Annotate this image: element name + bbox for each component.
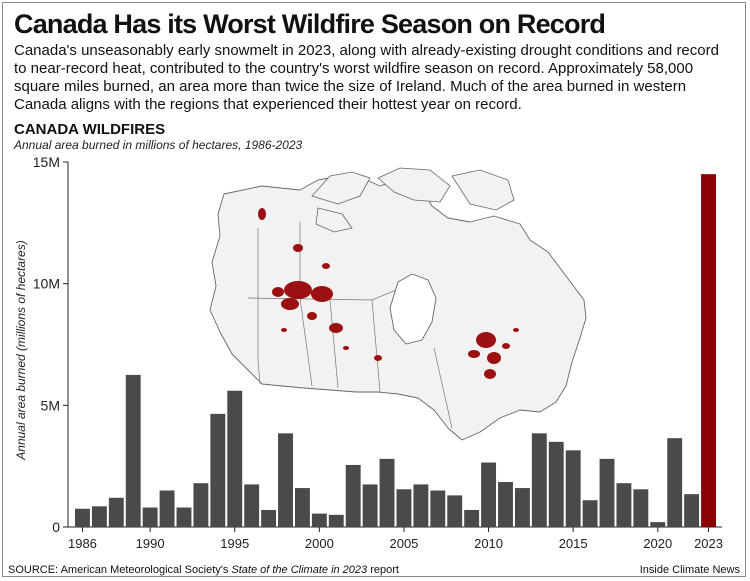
bar-1986 — [75, 508, 90, 527]
fire-perimeters — [258, 208, 519, 379]
dek-paragraph: Canada's unseasonably early snowmelt in … — [14, 42, 719, 113]
credit: Inside Climate News — [639, 564, 740, 576]
bar-1988 — [108, 497, 124, 527]
bar-2018 — [616, 483, 632, 527]
bar-1992 — [176, 507, 192, 527]
bar-2017 — [599, 458, 615, 527]
x-tick-label: 2023 — [694, 536, 723, 551]
source-suffix: report — [367, 564, 399, 576]
bar-2019 — [633, 489, 649, 527]
bar-2005 — [396, 489, 412, 527]
bar-2001 — [328, 514, 344, 527]
bar-1997 — [261, 509, 277, 527]
bar-1989 — [125, 374, 141, 527]
x-tick-label: 2020 — [643, 536, 672, 551]
x-ticks: 1986 1990 1995 2000 2005 2010 2015 2020 2023 — [68, 527, 723, 551]
bar-2021 — [667, 438, 683, 527]
y-axis-label: Annual area burned (millions of hectares… — [14, 240, 28, 460]
bars — [75, 174, 716, 528]
y-tick-label: 15M — [33, 154, 60, 170]
chart-subtitle: Annual area burned in millions of hectar… — [14, 138, 303, 152]
x-tick-label: 1986 — [68, 536, 97, 551]
bar-2002 — [345, 464, 361, 527]
chart-title: CANADA WILDFIRES — [14, 121, 166, 138]
x-tick-label: 2015 — [559, 536, 588, 551]
headline: Canada Has its Worst Wildfire Season on … — [14, 9, 606, 39]
y-tick-label: 5M — [41, 397, 60, 413]
bar-1999 — [294, 488, 310, 527]
source-report-title: State of the Climate in 2023 — [231, 564, 368, 576]
bar-2015 — [565, 450, 581, 527]
bar-2022 — [684, 494, 700, 527]
bar-2004 — [379, 458, 395, 527]
bar-2008 — [447, 495, 463, 527]
bar-2014 — [548, 441, 564, 527]
bar-2012 — [514, 488, 530, 527]
bar-2006 — [413, 484, 429, 527]
bar-1993 — [193, 483, 209, 527]
hudson-bay — [389, 273, 437, 345]
bar-1991 — [159, 490, 175, 527]
x-tick-label: 1995 — [220, 536, 249, 551]
x-tick-label: 1990 — [136, 536, 165, 551]
bar-2023 — [701, 174, 716, 528]
bar-2016 — [582, 500, 598, 527]
bar-2011 — [498, 481, 513, 527]
x-tick-label: 2010 — [474, 536, 503, 551]
bar-1998 — [278, 433, 293, 527]
province-borders — [247, 222, 453, 429]
x-tick-label: 2005 — [389, 536, 418, 551]
y-tick-label: 10M — [33, 276, 60, 292]
bar-1994 — [210, 413, 226, 527]
x-tick-label: 2000 — [305, 536, 334, 551]
source-note: SOURCE: American Meteorological Society'… — [8, 564, 399, 576]
arctic-islands — [311, 167, 515, 233]
bar-2003 — [362, 484, 378, 527]
bar-1987 — [91, 506, 107, 527]
bar-2000 — [311, 513, 327, 527]
y-tick-label: 0 — [52, 519, 60, 535]
bar-1990 — [142, 507, 158, 527]
y-ticks: 0 5M 10M 15M — [33, 154, 68, 535]
bar-2020 — [650, 522, 666, 527]
bar-2007 — [430, 490, 446, 527]
bar-1995 — [227, 390, 243, 527]
bar-1996 — [244, 484, 260, 527]
bar-2013 — [531, 433, 547, 527]
bar-2009 — [464, 509, 480, 527]
source-prefix: SOURCE: American Meteorological Society'… — [8, 564, 232, 576]
canada-wildfire-map — [209, 167, 587, 441]
bar-2010 — [481, 462, 497, 527]
